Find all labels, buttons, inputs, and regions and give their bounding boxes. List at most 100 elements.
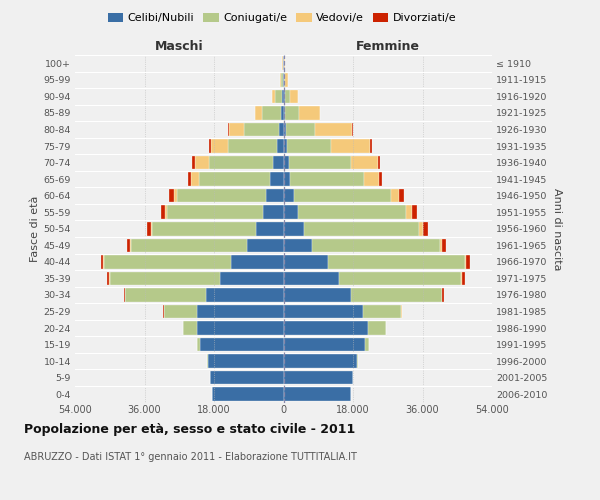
Bar xyxy=(191,172,199,186)
Bar xyxy=(209,156,272,170)
Bar xyxy=(285,106,299,120)
Bar xyxy=(147,222,151,235)
Bar xyxy=(75,304,492,318)
Bar xyxy=(352,122,353,136)
Bar xyxy=(351,288,442,302)
Bar xyxy=(350,156,378,170)
Bar xyxy=(232,255,284,268)
Bar xyxy=(75,139,492,153)
Bar xyxy=(75,238,492,252)
Bar xyxy=(199,172,270,186)
Bar xyxy=(419,222,423,235)
Bar xyxy=(262,106,281,120)
Bar xyxy=(197,304,284,318)
Bar xyxy=(75,156,492,170)
Bar xyxy=(365,338,369,351)
Bar xyxy=(272,90,275,103)
Bar xyxy=(75,322,492,335)
Bar xyxy=(104,255,232,268)
Bar xyxy=(75,288,492,302)
Bar xyxy=(282,90,284,103)
Bar xyxy=(277,139,284,153)
Y-axis label: Fasce di età: Fasce di età xyxy=(31,196,40,262)
Bar xyxy=(75,90,492,103)
Bar xyxy=(298,206,406,219)
Bar xyxy=(284,189,295,202)
Bar xyxy=(247,238,284,252)
Bar xyxy=(75,388,492,401)
Bar xyxy=(284,388,351,401)
Bar xyxy=(166,206,167,219)
Bar xyxy=(75,338,492,351)
Text: ABRUZZO - Dati ISTAT 1° gennaio 2011 - Elaborazione TUTTITALIA.IT: ABRUZZO - Dati ISTAT 1° gennaio 2011 - E… xyxy=(24,452,357,462)
Bar xyxy=(206,288,284,302)
Bar xyxy=(151,222,152,235)
Bar xyxy=(391,189,400,202)
Bar xyxy=(110,272,220,285)
Bar xyxy=(284,172,290,186)
Bar xyxy=(364,172,379,186)
Bar xyxy=(461,272,462,285)
Bar xyxy=(281,73,283,86)
Bar xyxy=(284,139,287,153)
Bar xyxy=(286,122,315,136)
Bar xyxy=(284,90,290,103)
Bar xyxy=(256,222,284,235)
Bar xyxy=(315,122,352,136)
Bar xyxy=(412,206,417,219)
Bar xyxy=(299,106,320,120)
Bar xyxy=(328,255,465,268)
Bar xyxy=(75,206,492,219)
Y-axis label: Anni di nascita: Anni di nascita xyxy=(551,188,562,270)
Text: Popolazione per età, sesso e stato civile - 2011: Popolazione per età, sesso e stato civil… xyxy=(24,422,355,436)
Bar xyxy=(220,272,284,285)
Bar xyxy=(286,73,288,86)
Bar xyxy=(210,371,284,384)
Bar xyxy=(378,156,380,170)
Bar xyxy=(379,172,382,186)
Bar xyxy=(281,106,284,120)
Bar xyxy=(169,189,174,202)
Bar xyxy=(228,122,229,136)
Bar xyxy=(295,189,391,202)
Bar xyxy=(313,238,440,252)
Bar xyxy=(284,106,285,120)
Bar xyxy=(211,139,228,153)
Bar xyxy=(193,156,196,170)
Bar xyxy=(75,371,492,384)
Bar xyxy=(124,288,125,302)
Bar xyxy=(188,172,191,186)
Bar xyxy=(283,73,284,86)
Bar xyxy=(400,189,404,202)
Bar xyxy=(289,156,350,170)
Bar xyxy=(279,122,284,136)
Bar xyxy=(197,322,284,335)
Bar xyxy=(466,255,470,268)
Bar xyxy=(75,189,492,202)
Bar xyxy=(284,304,362,318)
Bar xyxy=(440,238,442,252)
Bar xyxy=(290,90,298,103)
Bar xyxy=(284,122,286,136)
Bar xyxy=(284,322,368,335)
Bar xyxy=(266,189,284,202)
Bar xyxy=(229,122,244,136)
Bar xyxy=(164,304,197,318)
Bar xyxy=(212,388,284,401)
Bar xyxy=(183,322,197,335)
Bar xyxy=(357,354,358,368)
Bar xyxy=(423,222,428,235)
Bar xyxy=(197,338,200,351)
Bar xyxy=(368,322,386,335)
Bar xyxy=(196,156,209,170)
Bar xyxy=(174,189,178,202)
Bar xyxy=(284,288,351,302)
Text: Femmine: Femmine xyxy=(356,40,420,52)
Bar xyxy=(272,156,284,170)
Bar xyxy=(284,222,304,235)
Bar xyxy=(75,106,492,120)
Bar xyxy=(284,156,289,170)
Bar xyxy=(284,206,298,219)
Bar xyxy=(200,338,284,351)
Bar xyxy=(209,139,211,153)
